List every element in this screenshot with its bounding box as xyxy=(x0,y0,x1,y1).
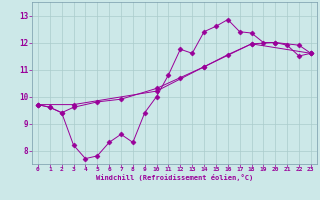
X-axis label: Windchill (Refroidissement éolien,°C): Windchill (Refroidissement éolien,°C) xyxy=(96,174,253,181)
